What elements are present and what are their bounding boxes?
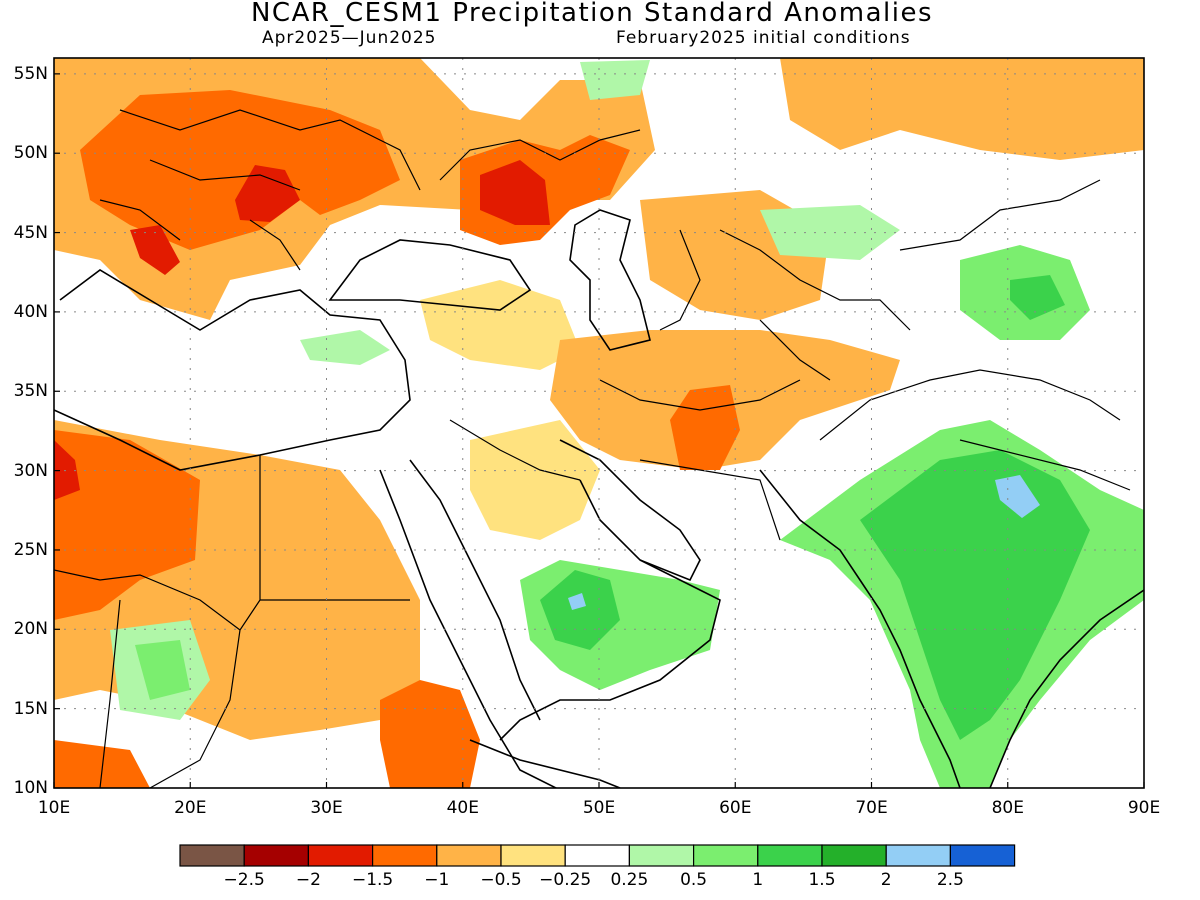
colorbar-swatch [949,844,1016,867]
region-caspian-wet [760,205,900,260]
anomaly-field [54,58,1144,788]
colorbar-swatch [307,844,374,867]
region-libya-max [54,440,80,500]
colorbar-swatch [564,844,631,867]
coastline-red-sea [379,459,558,788]
lon-label: 80E [991,798,1024,818]
region-turkey-east-dry [420,280,580,370]
border-lines-central-asia [659,179,1101,331]
lon-label: 60E [719,798,752,818]
lat-label: 10N [13,778,48,798]
lat-label: 55N [13,63,48,84]
border-lines-middle-east [449,319,831,541]
initial-conditions: February2025 initial conditions [616,28,911,48]
border-lines-south-asia [819,369,1131,491]
lat-label: 50N [13,143,48,164]
lon-label: 40E [446,798,479,818]
coastline-black-sea [328,239,532,311]
coastline-horn-africa [469,739,621,788]
colorbar-label: 0.5 [680,870,708,890]
lat-label: 25N [13,539,48,560]
lon-label: 30E [310,798,343,818]
country-borders [54,109,1131,788]
lon-label: 20E [174,798,207,818]
border-lines-europe [99,109,641,271]
colorbar-label: −2.5 [223,870,265,890]
colorbar [179,844,1016,867]
lat-label: 45N [13,222,48,243]
region-west-africa-dry [54,740,150,788]
lon-label: 50E [582,798,616,818]
coastline-gulf [559,439,701,582]
colorbar-label: 1.5 [808,870,836,890]
colorbar-swatch [885,844,952,867]
region-india-wet-core [860,450,1090,740]
lat-label: 35N [13,381,48,402]
colorbar-label: −0.5 [480,870,522,890]
colorbar-label: 1 [752,870,764,890]
region-central-asia-wet-core [1010,275,1065,320]
region-arabia-wet-max [568,593,586,610]
colorbar-swatch [243,844,309,867]
region-balkans-core [130,225,180,275]
lon-label: 90E [1127,798,1161,818]
colorbar-label: −1.5 [351,870,394,890]
lat-label: 15N [13,698,48,719]
region-romania-core [235,165,300,222]
lat-label: 20N [13,619,48,640]
colorbar-swatch [372,844,438,867]
coastline-india-east [989,589,1144,788]
lon-label: 70E [855,798,888,818]
colorbar-swatch [628,844,695,867]
region-libya-core [54,430,200,620]
coastlines [54,209,1144,788]
colorbar-label: −1 [424,870,450,890]
region-north-wet [580,60,650,100]
region-arabia-dry [470,420,600,540]
coastline-caspian [569,209,651,351]
colorbar-swatch [821,844,887,867]
border-lines-africa [54,455,410,788]
colorbar-swatch [757,844,823,867]
coastline-mediterranean [54,269,411,471]
region-nepal-max [995,475,1040,518]
lat-label: 30N [13,460,48,481]
axis-ticks [53,73,1145,789]
region-arabia-wet-core [540,570,620,650]
colorbar-swatch [692,844,759,867]
colorbar-label: 2 [880,870,892,890]
coastline-india-west [759,469,961,788]
region-europe-moderate [80,90,400,250]
region-black-sea-coast-wet [300,330,390,365]
coastline-arabian-sea [499,559,721,741]
colorbar-label: 2.5 [936,870,964,890]
colorbar-label: −0.25 [539,870,592,890]
region-sahel-wet-core [135,640,190,700]
region-ethiopia-dry [380,680,480,788]
forecast-period: Apr2025—Jun2025 [262,28,437,48]
region-siberia-dry [780,58,1144,160]
colorbar-swatch [500,844,566,867]
colorbar-swatch [179,844,245,867]
colorbar-label: 0.25 [610,870,649,890]
graticule [54,58,1144,788]
region-russia-core [480,160,550,225]
map-title: NCAR_CESM1 Precipitation Standard Anomal… [250,0,934,28]
colorbar-label: −2 [295,870,321,890]
lon-label: 10E [37,798,71,818]
lat-label: 40N [13,301,48,322]
colorbar-swatch [436,844,502,867]
